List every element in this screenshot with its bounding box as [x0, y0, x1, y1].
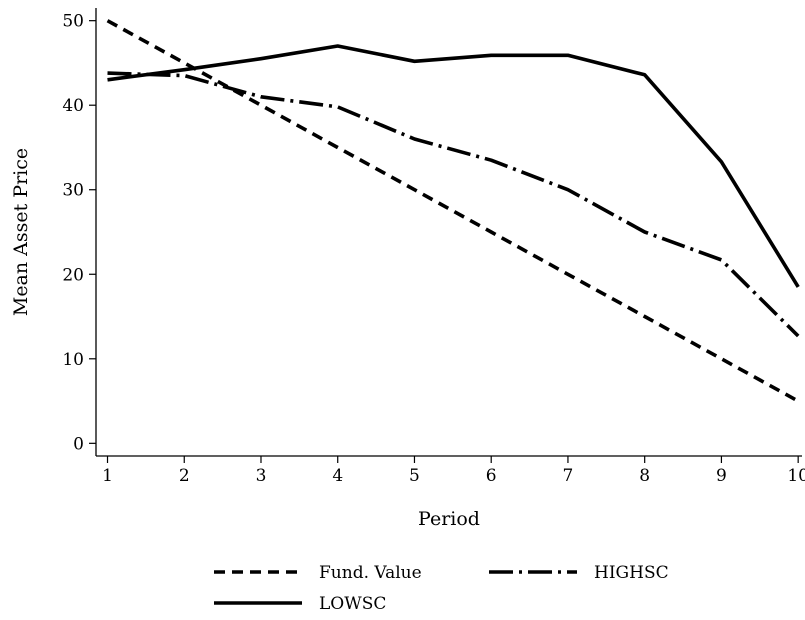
legend-label: Fund. Value [319, 563, 422, 583]
x-tick-label: 5 [409, 466, 420, 486]
x-axis-title: Period [418, 508, 480, 530]
x-tick-label: 6 [486, 466, 497, 486]
y-tick-label: 30 [62, 181, 84, 201]
x-tick-label: 4 [332, 466, 343, 486]
y-tick-label: 40 [62, 96, 84, 116]
x-tick-label: 9 [716, 466, 727, 486]
y-tick-label: 0 [73, 434, 84, 454]
series-lines [106, 19, 800, 403]
x-tick-label: 1 [102, 466, 113, 486]
series-line-highsc [107, 71, 800, 338]
x-tick-label: 8 [639, 466, 650, 486]
series-line-fund-value [106, 19, 800, 403]
legend: Fund. Value HIGHSC LOWSC [214, 563, 669, 614]
x-tick-label: 3 [256, 466, 267, 486]
axes [95, 8, 802, 457]
x-tick-label: 7 [563, 466, 574, 486]
y-tick-label: 20 [62, 265, 84, 285]
x-tick-label: 2 [179, 466, 190, 486]
ticks: 1 2 3 4 5 6 7 8 9 10 0 10 20 30 40 50 [62, 12, 805, 486]
y-tick-label: 50 [62, 12, 84, 32]
series-line-lowsc [107, 44, 800, 288]
y-axis-title: Mean Asset Price [10, 148, 32, 316]
y-tick-label: 10 [62, 350, 84, 370]
x-tick-label: 10 [787, 466, 805, 486]
legend-label: LOWSC [319, 594, 386, 614]
legend-label: HIGHSC [594, 563, 669, 583]
